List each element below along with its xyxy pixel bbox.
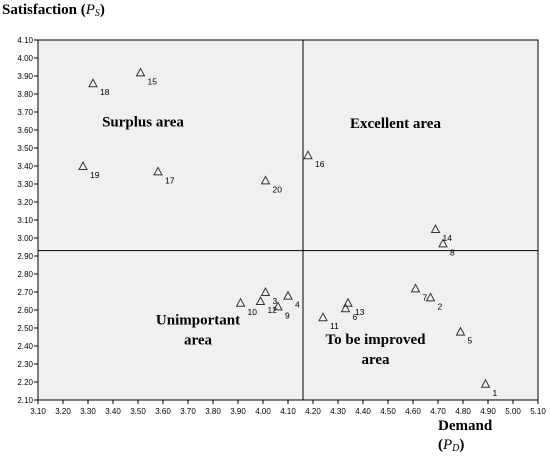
x-tick-label: 4.50 [380, 407, 396, 416]
plot-area [37, 39, 539, 401]
y-tick-label: 3.20 [17, 198, 33, 207]
quadrant-label-unimportant: Unimportant [156, 312, 240, 328]
data-point-marker [303, 150, 313, 160]
x-tick-label: 4.70 [430, 407, 446, 416]
y-tick-label: 2.20 [17, 378, 33, 387]
x-tick-label: 4.00 [255, 407, 271, 416]
y-tick-label: 3.90 [17, 72, 33, 81]
quadrant-label-to-be-improved: area [361, 352, 390, 368]
data-point-marker [343, 297, 353, 307]
data-point-marker [283, 290, 293, 300]
quadrant-label-unimportant: area [184, 332, 213, 348]
x-tick-label: 3.60 [155, 407, 171, 416]
y-tick-label: 2.10 [17, 396, 33, 405]
data-point-label: 6 [353, 312, 358, 322]
data-point-label: 11 [330, 321, 339, 331]
y-tick-label: 3.60 [17, 126, 33, 135]
data-point-marker [153, 166, 163, 176]
x-tick-label: 4.10 [280, 407, 296, 416]
x-tick-label: 3.40 [105, 407, 121, 416]
y-tick-label: 4.10 [17, 36, 33, 45]
y-axis-title: Satisfaction (PS) [2, 2, 105, 19]
x-tick-label: 4.40 [355, 407, 371, 416]
x-tick-label: 5.10 [530, 407, 546, 416]
data-point-marker [430, 223, 441, 233]
data-point-label: 14 [443, 233, 453, 243]
data-point-label: 13 [355, 307, 365, 317]
y-tick-label: 3.70 [17, 108, 33, 117]
data-point-label: 10 [248, 307, 258, 317]
quadrant-label-surplus: Surplus area [102, 114, 184, 130]
data-point-marker [410, 283, 421, 293]
quadrant-label-to-be-improved: To be improved [325, 332, 426, 348]
data-point-marker [260, 286, 271, 296]
data-point-marker [260, 175, 271, 185]
data-point-marker [340, 303, 351, 313]
data-point-label: 18 [100, 87, 110, 97]
quadrant-label-excellent: Excellent area [350, 116, 441, 132]
y-tick-label: 3.10 [17, 216, 33, 225]
data-point-marker [135, 67, 146, 77]
data-point-label: 17 [165, 175, 175, 185]
y-tick-label: 2.70 [17, 288, 33, 297]
x-tick-label: 4.30 [330, 407, 346, 416]
data-point-label: 1 [493, 388, 498, 398]
y-tick-label: 3.00 [17, 234, 33, 243]
y-tick-label: 2.30 [17, 360, 33, 369]
data-point-marker [88, 78, 98, 88]
x-tick-label: 4.80 [455, 407, 471, 416]
data-point-label: 7 [423, 292, 428, 302]
data-point-marker [78, 160, 88, 170]
data-point-label: 9 [285, 310, 290, 320]
x-tick-label: 4.20 [305, 407, 321, 416]
data-point-label: 8 [450, 247, 455, 257]
data-point-label: 12 [268, 305, 278, 315]
data-point-marker [318, 312, 328, 322]
x-tick-label: 5.00 [505, 407, 521, 416]
x-tick-label: 3.20 [55, 407, 71, 416]
x-tick-label: 4.60 [405, 407, 421, 416]
data-point-marker [480, 378, 491, 388]
y-tick-label: 3.40 [17, 162, 33, 171]
data-point-marker [425, 292, 436, 302]
x-tick-label: 3.80 [205, 407, 221, 416]
data-point-marker [255, 295, 266, 305]
data-point-label: 20 [273, 184, 283, 194]
y-tick-label: 4.00 [17, 54, 33, 63]
x-tick-label: 3.30 [80, 407, 96, 416]
data-point-marker [438, 238, 448, 248]
y-tick-label: 2.60 [17, 306, 33, 315]
x-axis-title: Demand (PD) [438, 418, 493, 454]
x-tick-label: 3.70 [180, 407, 196, 416]
data-point-label: 2 [438, 301, 443, 311]
data-point-label: 4 [295, 300, 300, 310]
y-tick-label: 3.80 [17, 90, 33, 99]
data-point-marker [455, 326, 466, 336]
data-point-marker [235, 297, 246, 307]
x-tick-label: 3.10 [30, 407, 46, 416]
x-tick-label: 4.90 [480, 407, 496, 416]
y-tick-label: 2.80 [17, 270, 33, 279]
data-point-label: 5 [468, 336, 473, 346]
y-tick-label: 3.30 [17, 180, 33, 189]
x-tick-label: 3.50 [130, 407, 146, 416]
y-tick-label: 2.40 [17, 342, 33, 351]
x-tick-label: 3.90 [230, 407, 246, 416]
data-point-label: 19 [90, 170, 100, 180]
y-tick-label: 2.50 [17, 324, 33, 333]
y-tick-label: 3.50 [17, 144, 33, 153]
data-point-label: 15 [148, 76, 158, 86]
data-point-label: 3 [273, 296, 278, 306]
data-point-marker [273, 301, 283, 311]
data-point-label: 16 [315, 159, 325, 169]
y-tick-label: 2.90 [17, 252, 33, 261]
